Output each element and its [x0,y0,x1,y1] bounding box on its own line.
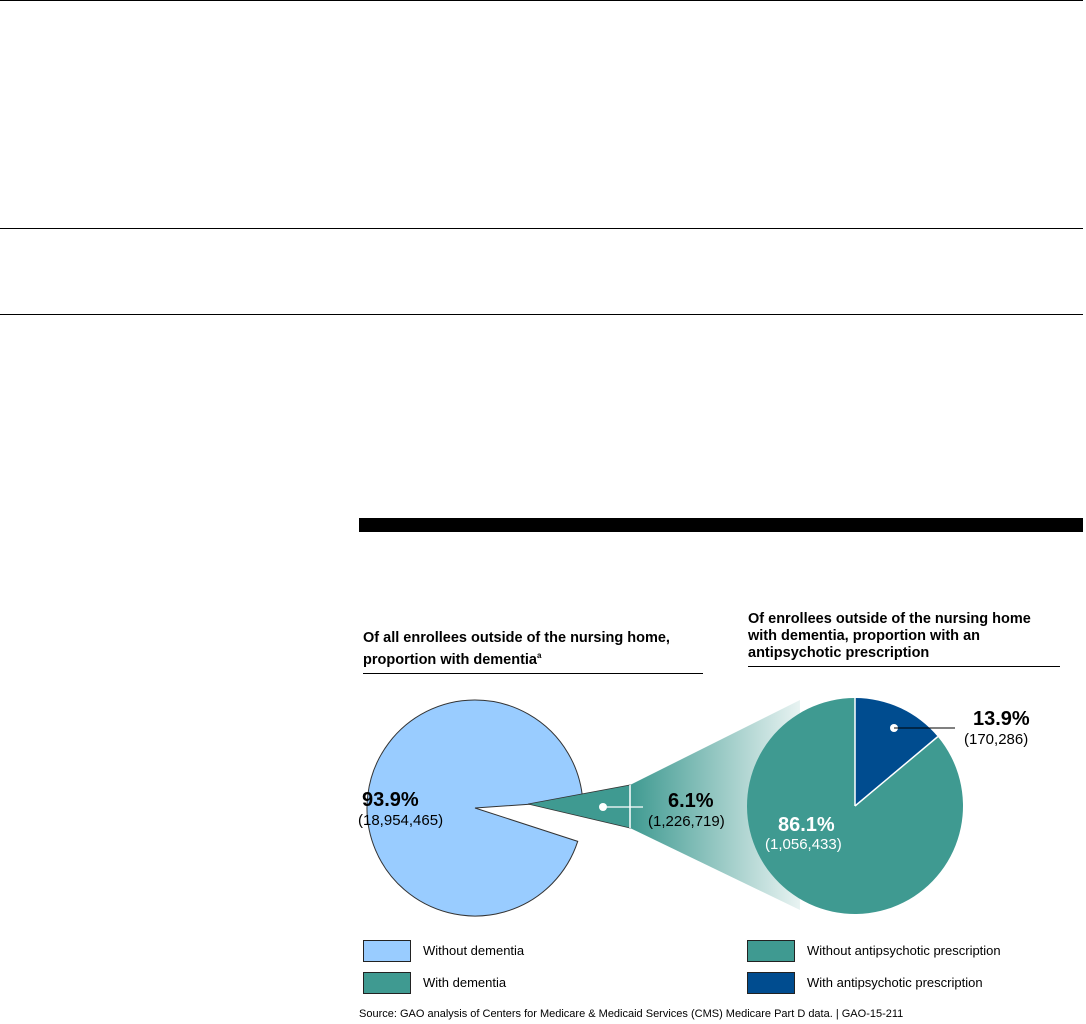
left-title-line2-text: proportion with dementia [363,651,537,668]
legend-label: Without antipsychotic prescription [807,943,1001,958]
left-title-line2: proportion with dementiaa [363,647,703,669]
legend-label: With antipsychotic prescription [807,975,983,990]
section-rule-1 [0,228,1083,229]
left-panel-title: Of all enrollees outside of the nursing … [363,630,703,674]
data-label-count-without-dementia: (18,954,465) [358,812,443,829]
data-label-count-with-dementia: (1,226,719) [648,813,725,830]
right-title-line1: Of enrollees outside of the nursing home [748,611,1031,627]
legend-label: Without dementia [423,943,525,958]
pie-slice-with-antipsychotic [855,698,938,806]
legend-swatch [363,940,411,962]
legend-swatch [363,972,411,994]
section-rule-2 [0,314,1083,315]
left-title-line1: Of all enrollees outside of the nursing … [363,630,670,646]
data-label-percent-without-antipsychotic: 86.1% [778,814,835,836]
figure-header-bar [359,518,1083,532]
source-note: Source: GAO analysis of Centers for Medi… [359,1008,904,1020]
right-panel-title: Of enrollees outside of the nursing home… [748,611,1060,667]
pie-slice-without-dementia [366,699,584,917]
data-label-percent-with-dementia: 6.1% [668,790,714,812]
right-title-line2: with dementia, proportion with an [748,628,980,644]
data-label-count-without-antipsychotic: (1,056,433) [765,836,842,853]
legend-swatch [747,972,795,994]
data-label-percent-with-antipsychotic: 13.9% [973,708,1030,730]
data-label-count-with-antipsychotic: (170,286) [964,731,1028,748]
data-label-percent-without-dementia: 93.9% [362,789,419,811]
expansion-funnel [630,700,800,910]
legend-swatch [747,940,795,962]
right-title-line3: antipsychotic prescription [748,645,930,661]
slice-divider [854,736,939,807]
legend-label: With dementia [423,975,507,990]
footnote-marker: a [537,651,542,660]
top-rule [0,0,1083,1]
